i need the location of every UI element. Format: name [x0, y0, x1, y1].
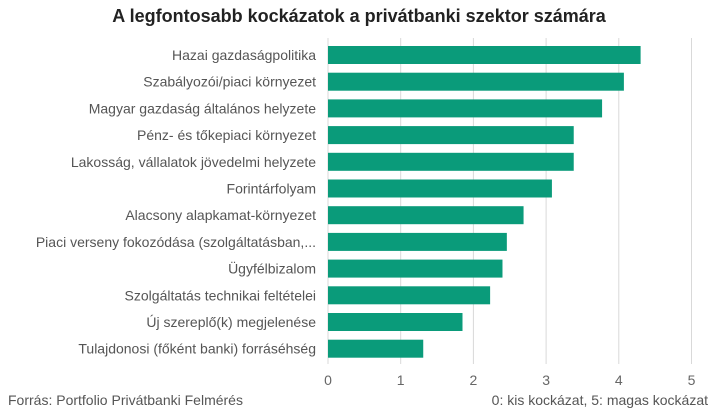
x-tick-label: 3: [542, 372, 550, 388]
x-tick-label: 4: [615, 372, 623, 388]
bar: [328, 206, 524, 225]
bar: [328, 126, 574, 145]
x-tick-label: 2: [470, 372, 478, 388]
category-label: Szabályozói/piaci környezet: [143, 74, 316, 90]
chart-title: A legfontosabb kockázatok a privátbanki …: [112, 6, 606, 26]
category-label: Új szereplő(k) megjelenése: [146, 314, 316, 330]
category-label: Alacsony alapkamat-környezet: [125, 207, 316, 223]
x-tick-label: 0: [324, 372, 332, 388]
bar: [328, 72, 624, 91]
bar: [328, 286, 491, 305]
scale-note: 0: kis kockázat, 5: magas kockázat: [491, 392, 708, 408]
category-label: Tulajdonosi (főként banki) forráséhség: [78, 341, 316, 357]
bar: [328, 99, 603, 118]
category-label: Lakosság, vállalatok jövedelmi helyzete: [71, 154, 316, 170]
category-label: Pénz- és tőkepiaci környezet: [137, 127, 316, 143]
bar: [328, 339, 424, 358]
category-label: Hazai gazdaságpolitika: [172, 47, 316, 63]
bar: [328, 313, 463, 331]
category-label: Szolgáltatás technikai feltételei: [125, 287, 316, 303]
x-tick-label: 5: [688, 372, 696, 388]
category-label: Ügyfélbizalom: [228, 260, 316, 277]
bar: [328, 259, 503, 278]
bar: [328, 179, 552, 198]
category-label: Magyar gazdaság általános helyzete: [89, 100, 316, 116]
source-note: Forrás: Portfolio Privátbanki Felmérés: [8, 392, 243, 408]
category-label: Piaci verseny fokozódása (szolgáltatásba…: [36, 234, 316, 250]
bar: [328, 232, 507, 251]
bar: [328, 46, 641, 64]
bar-chart: 0 1 2 3 4 5 Hazai gazdaságpolitika Szabályozói/…: [36, 38, 696, 388]
bar: [328, 152, 574, 171]
category-label: Forintárfolyam: [227, 181, 316, 197]
x-tick-label: 1: [397, 372, 405, 388]
